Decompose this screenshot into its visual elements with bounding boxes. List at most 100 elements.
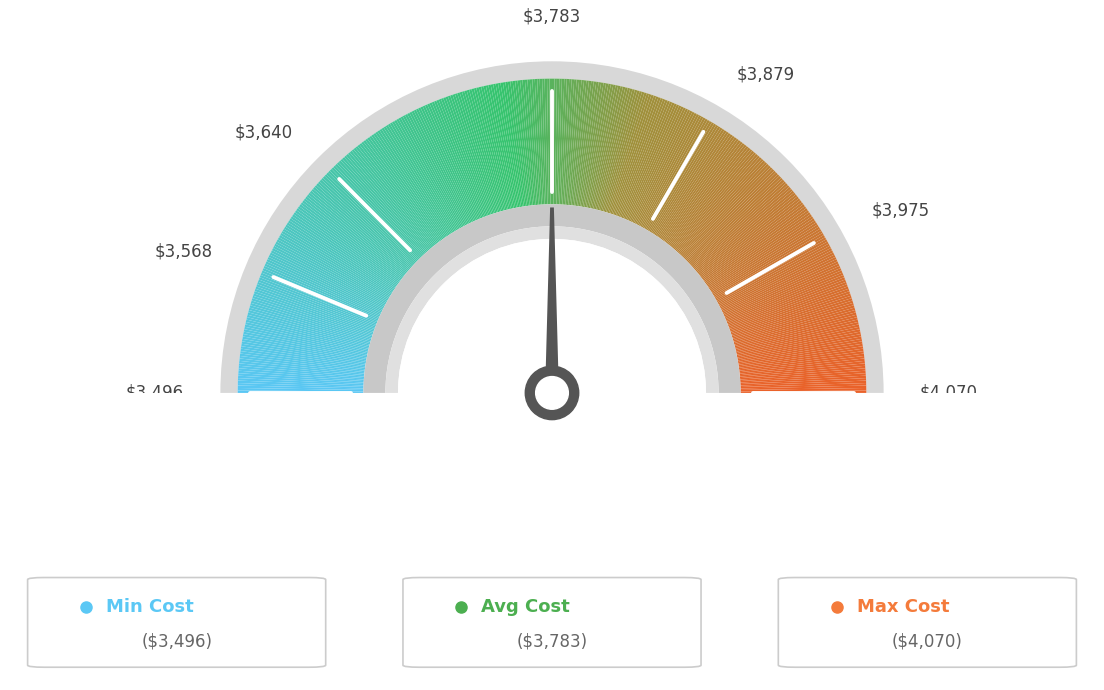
Wedge shape [467, 90, 502, 211]
Wedge shape [401, 117, 463, 228]
Wedge shape [250, 305, 371, 342]
Wedge shape [288, 220, 394, 290]
Circle shape [526, 366, 578, 420]
Wedge shape [692, 184, 788, 268]
Wedge shape [348, 152, 431, 250]
Wedge shape [671, 149, 752, 248]
Wedge shape [725, 270, 842, 321]
Wedge shape [244, 329, 368, 356]
Wedge shape [592, 86, 620, 209]
Wedge shape [733, 303, 853, 340]
Wedge shape [369, 136, 444, 239]
Wedge shape [712, 226, 820, 295]
Wedge shape [584, 83, 608, 208]
Wedge shape [735, 317, 858, 349]
Wedge shape [689, 176, 782, 264]
Wedge shape [735, 322, 859, 352]
Wedge shape [683, 167, 773, 259]
Wedge shape [304, 198, 404, 277]
Wedge shape [586, 83, 611, 208]
Wedge shape [658, 133, 731, 238]
Wedge shape [657, 132, 729, 237]
Wedge shape [681, 164, 769, 257]
Wedge shape [382, 128, 450, 235]
Polygon shape [545, 208, 559, 393]
Wedge shape [388, 124, 455, 232]
Wedge shape [736, 327, 860, 355]
Text: $3,879: $3,879 [736, 66, 795, 83]
Wedge shape [251, 300, 372, 339]
Wedge shape [496, 83, 520, 208]
Wedge shape [240, 353, 365, 371]
Wedge shape [302, 200, 403, 279]
Wedge shape [311, 189, 408, 272]
Wedge shape [315, 185, 411, 269]
Wedge shape [656, 130, 726, 236]
Wedge shape [443, 97, 488, 216]
Wedge shape [429, 103, 480, 219]
Wedge shape [261, 273, 378, 322]
Wedge shape [312, 187, 410, 270]
Wedge shape [392, 121, 457, 230]
Text: Min Cost: Min Cost [106, 598, 193, 616]
Wedge shape [723, 262, 838, 315]
Wedge shape [237, 388, 363, 391]
Wedge shape [730, 286, 849, 331]
Wedge shape [675, 154, 758, 250]
Wedge shape [633, 108, 688, 223]
Wedge shape [375, 132, 447, 237]
Wedge shape [403, 115, 464, 227]
Wedge shape [342, 157, 427, 253]
Wedge shape [704, 208, 808, 284]
Wedge shape [432, 101, 481, 219]
Wedge shape [667, 143, 745, 244]
Wedge shape [397, 239, 707, 393]
Wedge shape [609, 93, 649, 213]
Wedge shape [532, 79, 542, 205]
Wedge shape [587, 84, 614, 208]
Wedge shape [383, 126, 453, 234]
Wedge shape [265, 264, 380, 317]
Wedge shape [500, 82, 522, 207]
Wedge shape [278, 237, 389, 301]
Wedge shape [238, 371, 364, 381]
Wedge shape [636, 112, 694, 225]
Wedge shape [300, 202, 402, 279]
Wedge shape [741, 386, 867, 390]
Wedge shape [520, 80, 534, 206]
Wedge shape [739, 353, 864, 371]
Text: ($3,783): ($3,783) [517, 632, 587, 650]
Text: Avg Cost: Avg Cost [481, 598, 570, 616]
Wedge shape [394, 120, 458, 230]
Wedge shape [611, 94, 651, 214]
Wedge shape [296, 208, 400, 284]
Wedge shape [237, 383, 363, 388]
Wedge shape [238, 364, 364, 377]
Wedge shape [295, 210, 399, 284]
Wedge shape [616, 97, 661, 216]
Wedge shape [643, 117, 705, 228]
Wedge shape [729, 284, 848, 329]
Wedge shape [459, 92, 498, 213]
Text: $3,975: $3,975 [871, 201, 930, 219]
Wedge shape [390, 122, 456, 231]
Wedge shape [740, 373, 866, 382]
Wedge shape [680, 162, 767, 255]
Wedge shape [662, 139, 739, 241]
Wedge shape [506, 81, 526, 206]
Wedge shape [325, 174, 416, 263]
Wedge shape [255, 286, 374, 331]
Wedge shape [264, 266, 380, 318]
Wedge shape [733, 308, 856, 343]
Wedge shape [739, 346, 863, 366]
Wedge shape [498, 83, 521, 207]
Wedge shape [700, 198, 800, 277]
Wedge shape [245, 322, 369, 352]
Wedge shape [740, 371, 866, 381]
Wedge shape [257, 282, 375, 328]
Wedge shape [440, 98, 487, 217]
Wedge shape [711, 222, 817, 292]
Wedge shape [355, 146, 435, 246]
Wedge shape [714, 233, 824, 298]
Wedge shape [737, 334, 861, 359]
